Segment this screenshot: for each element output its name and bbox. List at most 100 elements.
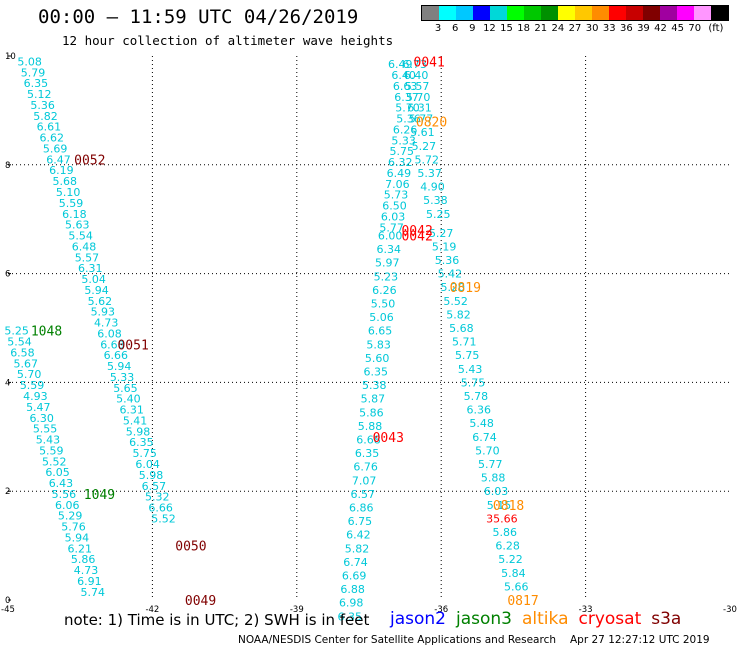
- legend-swatch: [541, 6, 558, 20]
- y-tick-label: 2: [5, 487, 10, 497]
- wave-height-value: 5.15: [487, 499, 512, 512]
- wave-height-value: 5.78: [464, 390, 489, 403]
- wave-height-value: 6.37: [394, 91, 419, 104]
- legend-swatch: [473, 6, 490, 20]
- satellite-legend: jason2 jason3 altika cryosat s3a: [390, 609, 691, 629]
- wave-height-value: 5.27: [429, 227, 454, 240]
- wave-height-value: 6.36: [466, 404, 491, 417]
- wave-height-value: 5.87: [361, 393, 386, 406]
- wave-height-value: 6.48: [72, 240, 97, 253]
- wave-height-value: 5.47: [26, 401, 51, 414]
- y-tick-label: 10: [5, 52, 16, 62]
- legend-tick-label: 42: [654, 23, 667, 34]
- y-tick-label: 4: [5, 378, 10, 388]
- wave-height-value: 6.06: [55, 499, 80, 512]
- wave-height-value: 5.36: [396, 113, 421, 126]
- wave-height-value: 6.31: [407, 102, 432, 115]
- wave-height-value: 6.42: [346, 529, 371, 542]
- wave-height-value: 5.75: [389, 145, 414, 158]
- legend-swatch: [558, 6, 575, 20]
- x-tick-label: -39: [290, 605, 304, 615]
- wave-height-value: 6.21: [67, 542, 92, 555]
- wave-height-value: 6.58: [10, 346, 35, 359]
- wave-height-value: 6.30: [29, 412, 54, 425]
- legend-swatch: [592, 6, 609, 20]
- wave-height-value: 6.91: [77, 575, 102, 588]
- legend-tick-label: 70: [688, 23, 702, 34]
- legend-swatch: [490, 6, 507, 20]
- legend-tick-label: 18: [517, 23, 531, 34]
- track-time-label: 0817: [507, 594, 538, 609]
- legend-tick-label: 33: [602, 23, 616, 34]
- wave-height-value: 6.05: [45, 466, 70, 479]
- wave-height-value: 6.34: [376, 243, 401, 256]
- wave-height-value: 5.22: [498, 553, 523, 566]
- color-scale-legend: 3 6 9 12 15 18 21 24 27 30 33 36 39 42 45 70 (ft): [421, 5, 729, 35]
- wave-height-value: 6.35: [337, 610, 362, 623]
- wave-height-value: 5.77: [409, 113, 434, 126]
- wave-height-value: 6.28: [495, 540, 520, 553]
- wave-height-value: 6.35: [24, 77, 49, 90]
- legend-swatch: [575, 6, 592, 20]
- wave-height-value: 5.40: [116, 393, 141, 406]
- wave-height-value: 6.65: [368, 325, 393, 338]
- legend-swatch: [507, 6, 524, 20]
- wave-height-value: 5.94: [107, 360, 132, 373]
- y-tick-label: 6: [5, 270, 10, 280]
- wave-height-value: 6.04: [135, 458, 160, 471]
- wave-height-value: 5.71: [452, 336, 477, 349]
- legend-swatch: [524, 6, 541, 20]
- track-time-label: 0049: [185, 594, 216, 609]
- wave-height-value: 6.49: [387, 167, 412, 180]
- legend-tick-label: 9: [469, 23, 476, 34]
- wave-height-value: 5.57: [75, 251, 100, 264]
- track-time-label: 1048: [31, 325, 62, 340]
- legend-swatch: [422, 6, 439, 20]
- chart-subtitle: 12 hour collection of altimeter wave hei…: [62, 33, 394, 48]
- x-tick-label: -42: [145, 605, 159, 615]
- legend-tick-label: 36: [619, 23, 633, 34]
- satellite-label: altika: [522, 609, 569, 629]
- wave-height-value: 6.74: [343, 556, 368, 569]
- wave-height-value: 6.74: [472, 431, 497, 444]
- wave-height-value: 6.40: [391, 69, 416, 82]
- wave-height-value: 5.88: [481, 472, 506, 485]
- wave-height-value: 5.29: [58, 510, 83, 523]
- satellite-label: jason2: [390, 609, 446, 629]
- wave-height-value: 5.94: [84, 284, 109, 297]
- wave-height-value: 7.07: [352, 474, 377, 487]
- legend-swatch: [643, 6, 660, 20]
- wave-height-value: 6.63: [393, 80, 418, 93]
- wave-height-value: 6.50: [382, 200, 407, 213]
- wave-height-value: 5.36: [30, 99, 55, 112]
- color-scale-swatches: [421, 5, 729, 21]
- wave-height-value: 5.52: [151, 512, 176, 525]
- wave-height-value: 6.31: [78, 262, 103, 275]
- wave-height-value: 5.88: [358, 420, 383, 433]
- wave-height-value: 5.27: [412, 140, 437, 153]
- wave-height-value: 6.68: [100, 338, 125, 351]
- satellite-label: s3a: [651, 609, 682, 629]
- wave-height-value: 5.25: [426, 208, 451, 221]
- legend-tick-label: 39: [637, 23, 650, 34]
- wave-height-value: 4.93: [23, 390, 48, 403]
- wave-height-value: 5.06: [369, 311, 394, 324]
- legend-swatch: [694, 6, 711, 20]
- track-time-label: 0042: [401, 224, 432, 239]
- wave-height-value: 7.06: [385, 178, 410, 191]
- satellite-label: jason3: [456, 609, 512, 629]
- legend-tick-label: 6: [452, 23, 459, 34]
- wave-height-value: 5.86: [359, 406, 384, 419]
- legend-tick-label: 24: [551, 23, 565, 34]
- wave-height-value: 5.98: [139, 469, 164, 482]
- wave-height-value: 5.42: [438, 268, 463, 281]
- wave-height-value: 5.59: [39, 444, 64, 457]
- wave-height-value: 5.25: [4, 325, 29, 338]
- legend-swatch: [660, 6, 677, 20]
- wave-height-value: 5.12: [27, 88, 52, 101]
- wave-height-value: 6.47: [46, 153, 71, 166]
- wave-height-value: 5.73: [384, 189, 409, 202]
- wave-height-value: 5.60: [365, 352, 390, 365]
- wave-height-value: 5.67: [14, 357, 39, 370]
- satellite-label: cryosat: [578, 609, 642, 629]
